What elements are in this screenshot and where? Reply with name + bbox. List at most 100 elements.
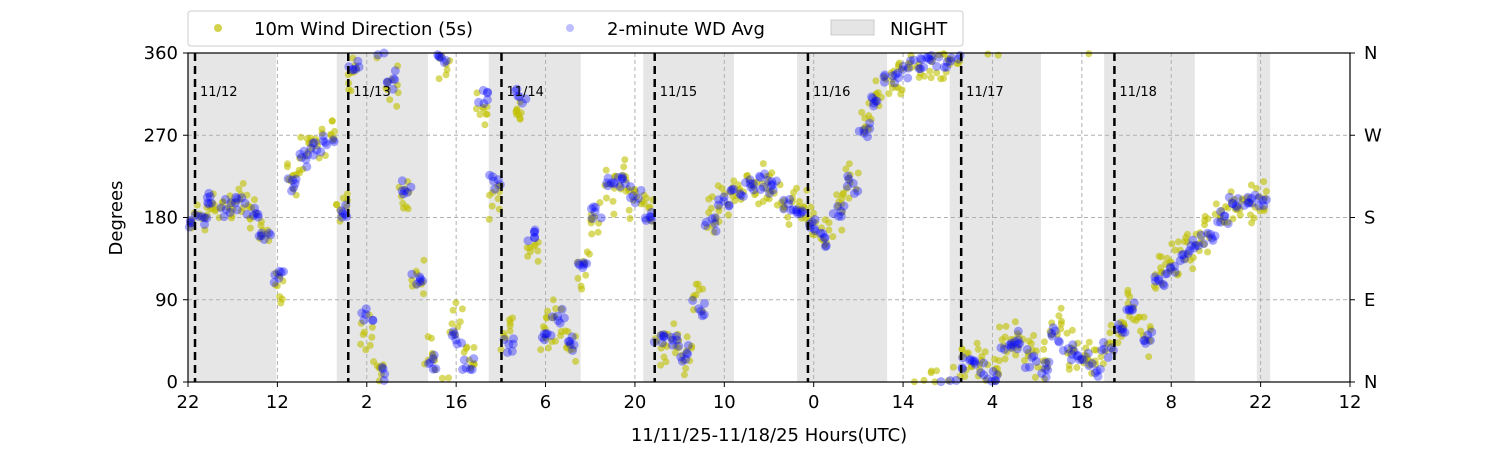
legend-label-night: NIGHT	[890, 19, 948, 40]
wd-avg-point	[646, 212, 656, 222]
wind-5s-point	[1088, 369, 1096, 377]
wind-5s-point	[393, 81, 401, 89]
wind-5s-point	[1152, 271, 1159, 279]
wd-avg-point	[1125, 306, 1134, 316]
wind-5s-point	[609, 197, 617, 205]
wd-avg-point	[250, 203, 259, 213]
wind-5s-point	[1158, 280, 1166, 288]
wind-5s-point	[343, 190, 351, 198]
wind-5s-point	[485, 215, 493, 223]
wd-avg-point	[579, 260, 588, 270]
wd-avg-point	[1158, 279, 1168, 289]
wd-avg-point	[1184, 246, 1194, 256]
wd-avg-point	[557, 304, 567, 314]
wind-5s-point	[806, 215, 814, 223]
wind-5s-point	[860, 125, 868, 133]
wd-avg-point	[232, 205, 242, 215]
wd-avg-point	[719, 196, 729, 206]
wd-avg-point	[767, 177, 777, 187]
wind-5s-point	[264, 226, 271, 234]
wd-avg-point	[828, 209, 838, 219]
wd-avg-point	[615, 182, 625, 192]
wd-avg-point	[429, 350, 439, 360]
wd-avg-point	[1246, 193, 1256, 203]
wd-avg-point	[854, 126, 864, 136]
wd-avg-point	[1145, 336, 1155, 345]
wind-5s-point	[630, 187, 638, 195]
wind-5s-point	[1124, 300, 1132, 307]
wd-avg-point	[269, 278, 279, 287]
wd-avg-point	[923, 52, 933, 62]
wd-avg-point	[378, 364, 388, 374]
wind-5s-point	[308, 144, 316, 152]
wd-avg-point	[306, 143, 316, 153]
wind-5s-point	[549, 296, 557, 304]
wind-5s-point	[657, 361, 665, 369]
wd-avg-point	[1069, 346, 1079, 356]
wind-5s-point	[1136, 313, 1144, 321]
wind-5s-point	[250, 196, 258, 204]
wd-avg-point	[926, 51, 936, 60]
wind-5s-point	[296, 154, 304, 162]
wd-avg-point	[700, 221, 710, 230]
wd-avg-point	[1183, 248, 1193, 258]
wind-5s-point	[445, 374, 452, 382]
wind-5s-point	[872, 77, 880, 85]
wind-5s-point	[283, 163, 291, 171]
x-tick-label: 16	[445, 392, 468, 413]
wd-avg-point	[672, 335, 682, 345]
wd-avg-point	[898, 65, 908, 75]
wd-avg-point	[842, 181, 852, 191]
wd-avg-point	[509, 334, 518, 344]
wd-avg-point	[745, 179, 755, 189]
wind-5s-point	[1224, 218, 1232, 226]
wd-avg-point	[447, 331, 457, 340]
wd-avg-point	[1073, 351, 1083, 360]
wd-avg-point	[441, 56, 451, 66]
wd-avg-point	[711, 226, 721, 236]
wd-avg-point	[219, 212, 229, 222]
wind-5s-point	[587, 219, 595, 227]
wind-5s-point	[307, 137, 315, 145]
wd-avg-point	[1258, 195, 1268, 205]
wd-avg-point	[965, 354, 975, 364]
wd-avg-point	[916, 64, 925, 74]
wind-5s-point	[321, 152, 329, 159]
wd-avg-point	[925, 54, 934, 64]
wind-5s-point	[581, 259, 589, 267]
wd-avg-point	[336, 206, 346, 216]
x-tick-label: 4	[987, 392, 998, 413]
wind-5s-point	[1027, 340, 1035, 348]
wd-avg-point	[490, 184, 500, 194]
legend-marker-night	[830, 19, 875, 36]
x-axis-label: 11/11/25-11/18/25 Hours(UTC)	[631, 425, 907, 446]
wd-avg-point	[1186, 241, 1196, 251]
wd-avg-point	[945, 376, 955, 386]
wind-5s-point	[679, 357, 687, 365]
wd-avg-point	[816, 228, 825, 238]
wd-avg-point	[338, 208, 348, 218]
wd-avg-point	[309, 150, 318, 160]
wind-5s-point	[229, 205, 237, 213]
wind-5s-point	[563, 342, 571, 350]
wd-avg-point	[768, 180, 778, 190]
wd-avg-point	[242, 209, 252, 219]
x-tick-label: 8	[1166, 392, 1177, 413]
wind-5s-point	[825, 226, 833, 234]
wd-avg-point	[626, 182, 635, 192]
wind-5s-point	[456, 318, 464, 326]
wd-avg-point	[254, 231, 264, 241]
wind-5s-point	[1057, 304, 1065, 312]
wind-5s-point	[360, 328, 368, 336]
wind-5s-point	[368, 333, 376, 341]
wd-avg-point	[232, 194, 242, 204]
wind-5s-point	[1247, 181, 1255, 189]
wd-avg-point	[760, 169, 770, 179]
wd-avg-point	[578, 263, 588, 273]
wind-5s-point	[1040, 345, 1048, 353]
wd-avg-point	[617, 174, 627, 184]
wd-avg-point	[1048, 323, 1058, 333]
wind-5s-point	[682, 364, 690, 372]
wd-avg-point	[1243, 198, 1253, 208]
wd-avg-point	[1020, 363, 1030, 373]
